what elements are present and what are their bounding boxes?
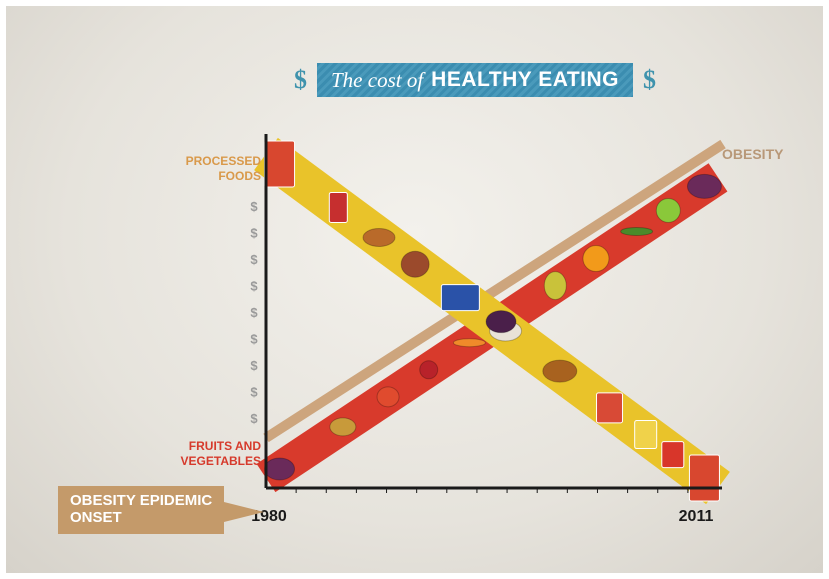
candy-icon	[596, 392, 624, 424]
label-processed-foods: PROCESSED	[186, 154, 262, 168]
infographic-frame: $ The cost of HEALTHY EATING $ $ $ $ $ $ $ $ $ $…	[6, 6, 823, 573]
y-tick-label: $	[250, 411, 258, 426]
series-line-obesity	[263, 139, 726, 443]
snack-bag-icon	[688, 454, 720, 502]
label-fruits-vegetables: FRUITS AND	[189, 439, 262, 453]
obesity-onset-callout: OBESITY EPIDEMIC ONSET	[58, 486, 224, 534]
chips-icon	[634, 420, 658, 450]
tomato-icon	[376, 386, 400, 408]
grapes-icon	[686, 173, 722, 199]
carrot-icon	[452, 338, 486, 348]
snack-bag-icon	[264, 140, 296, 188]
pear-icon	[543, 271, 567, 301]
y-tick-label: $	[250, 226, 258, 241]
eggplant-icon	[485, 310, 517, 334]
fried-chicken-icon	[542, 359, 578, 383]
potato-icon	[329, 417, 357, 437]
y-tick-label: $	[250, 332, 258, 347]
callout-line1: OBESITY EPIDEMIC	[70, 492, 213, 509]
soda-can-icon	[328, 191, 348, 223]
callout-line2: ONSET	[70, 509, 122, 526]
title-box: The cost of HEALTHY EATING	[317, 63, 634, 97]
orange-icon	[582, 245, 610, 273]
apple-icon	[419, 360, 439, 380]
title-italic: The cost of	[331, 67, 424, 92]
dollar-icon: $	[643, 65, 657, 94]
y-tick-label: $	[250, 305, 258, 320]
dessert-icon	[400, 250, 430, 278]
label-processed-foods: FOODS	[218, 169, 261, 183]
title-banner: $ The cost of HEALTHY EATING $	[294, 60, 656, 100]
title-bold: HEALTHY EATING	[431, 68, 620, 91]
grapes-icon	[264, 457, 296, 481]
x-tick-label: 2011	[679, 508, 714, 525]
cereal-box-icon	[440, 284, 480, 312]
burger-icon	[362, 228, 396, 247]
green-bean-icon	[620, 226, 654, 236]
callout-pointer	[224, 502, 264, 522]
dollar-icon: $	[294, 65, 307, 94]
y-tick-label: $	[250, 199, 258, 214]
y-tick-label: $	[250, 385, 258, 400]
fries-icon	[661, 441, 685, 469]
label-fruits-vegetables: VEGETABLES	[181, 454, 261, 468]
y-tick-label: $	[250, 252, 258, 267]
apple-icon	[655, 197, 681, 223]
y-tick-label: $	[250, 358, 258, 373]
label-obesity: OBESITY	[722, 146, 784, 162]
y-tick-label: $	[250, 279, 258, 294]
